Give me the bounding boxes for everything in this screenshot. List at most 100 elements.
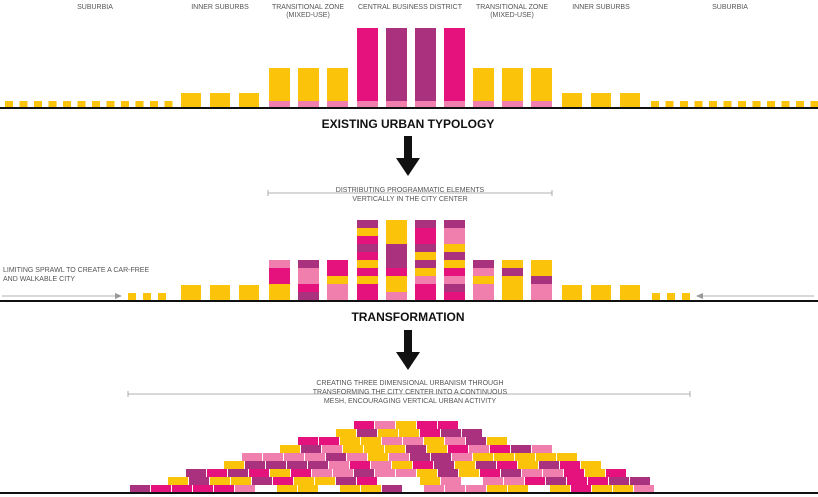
block xyxy=(357,28,378,101)
zone-label: SUBURBIA xyxy=(712,4,748,11)
block xyxy=(694,101,703,107)
block xyxy=(444,28,465,101)
block xyxy=(466,437,486,445)
block xyxy=(444,244,465,252)
block xyxy=(121,101,129,107)
block xyxy=(327,268,348,276)
block xyxy=(415,292,436,300)
block xyxy=(473,284,494,292)
block xyxy=(592,485,612,493)
arrow-head xyxy=(115,293,122,299)
arrow xyxy=(396,330,420,370)
block xyxy=(319,437,339,445)
block xyxy=(350,461,370,469)
block xyxy=(487,437,507,445)
block xyxy=(326,453,346,461)
block xyxy=(452,453,472,461)
block xyxy=(386,284,407,292)
block xyxy=(386,252,407,260)
block xyxy=(518,461,538,469)
block xyxy=(424,485,444,493)
block xyxy=(473,292,494,300)
block xyxy=(357,276,378,284)
block xyxy=(444,260,465,268)
block xyxy=(781,101,790,107)
block xyxy=(417,469,437,477)
block xyxy=(709,101,717,107)
annotation: AND WALKABLE CITY xyxy=(3,276,75,283)
block xyxy=(386,260,407,268)
block xyxy=(273,477,293,485)
block xyxy=(502,276,523,284)
block xyxy=(207,469,227,477)
block xyxy=(312,469,332,477)
block xyxy=(502,260,523,268)
block xyxy=(571,485,591,493)
block xyxy=(239,285,259,300)
block xyxy=(386,28,407,101)
block xyxy=(242,453,262,461)
block xyxy=(327,260,348,268)
block xyxy=(502,284,523,292)
block xyxy=(415,220,436,228)
block xyxy=(473,276,494,284)
block xyxy=(327,276,348,284)
block xyxy=(469,445,489,453)
block xyxy=(420,477,440,485)
block xyxy=(444,284,465,292)
block xyxy=(168,477,188,485)
section-title: TRANSFORMATION xyxy=(351,310,464,324)
block xyxy=(738,101,746,107)
block xyxy=(327,284,348,292)
block xyxy=(210,93,230,107)
block xyxy=(483,477,503,485)
block xyxy=(651,101,659,107)
block xyxy=(186,469,206,477)
block xyxy=(445,485,465,493)
block xyxy=(441,429,461,437)
block xyxy=(357,220,378,228)
block xyxy=(502,292,523,300)
block xyxy=(410,453,430,461)
block xyxy=(502,68,523,101)
block xyxy=(525,477,545,485)
block xyxy=(164,101,173,107)
block xyxy=(441,477,461,485)
block xyxy=(392,461,412,469)
block xyxy=(531,268,552,276)
block xyxy=(550,485,570,493)
block xyxy=(497,461,517,469)
annotation: TRANSFORMING THE CITY CENTER INTO A CONT… xyxy=(313,389,508,396)
block xyxy=(327,292,348,300)
block xyxy=(158,293,166,300)
block xyxy=(591,285,611,300)
block xyxy=(375,469,395,477)
block xyxy=(375,421,395,429)
block xyxy=(298,485,318,493)
block xyxy=(382,485,402,493)
block xyxy=(591,93,611,107)
block xyxy=(502,268,523,276)
block xyxy=(92,101,100,107)
block xyxy=(48,101,57,107)
block xyxy=(567,477,587,485)
block xyxy=(378,429,398,437)
block xyxy=(386,228,407,236)
block xyxy=(415,268,436,276)
block xyxy=(143,293,151,300)
block xyxy=(269,292,290,300)
block xyxy=(298,268,319,276)
block xyxy=(210,285,230,300)
block xyxy=(420,429,440,437)
block xyxy=(214,485,234,493)
block xyxy=(564,469,584,477)
zone-label: TRANSITIONAL ZONE xyxy=(272,4,344,11)
block xyxy=(680,101,688,107)
block xyxy=(130,485,150,493)
block xyxy=(415,28,436,101)
block xyxy=(357,477,377,485)
block xyxy=(531,68,552,101)
zone-label: (MIXED-USE) xyxy=(286,12,330,19)
block xyxy=(280,445,300,453)
block xyxy=(382,437,402,445)
